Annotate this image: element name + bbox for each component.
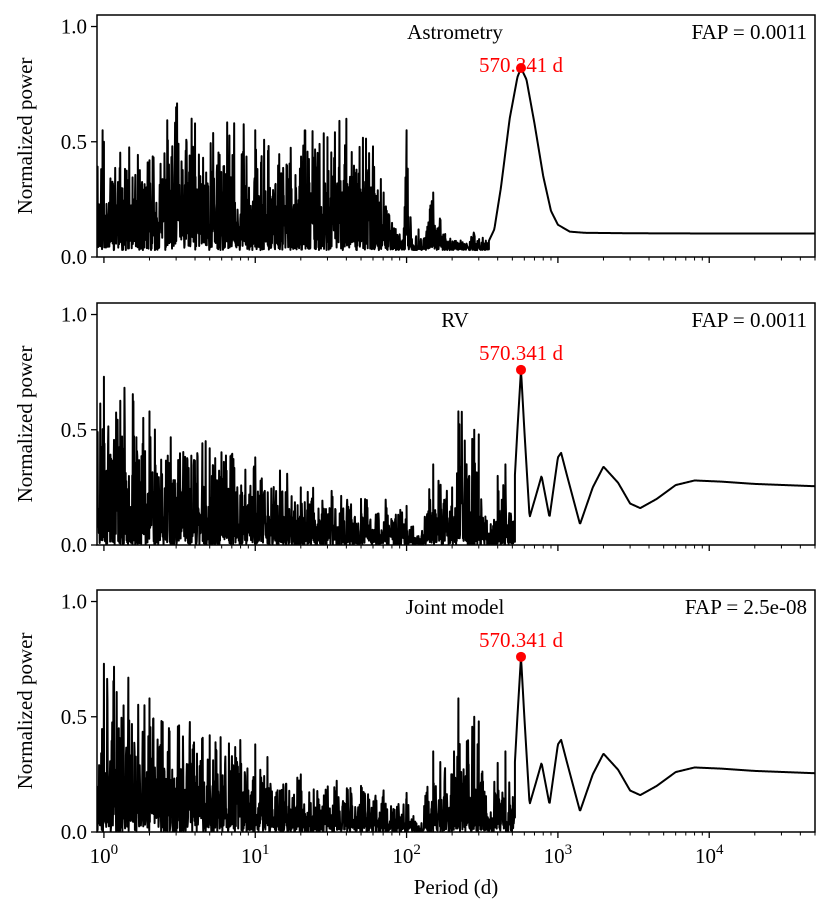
panel-3: 0.0 0.5 1.0 100 101 102 103 104 Normalized power… [13, 589, 816, 868]
panel-title: Joint model [406, 595, 505, 619]
y-axis-label: Normalized power [13, 346, 37, 503]
y-tick-label: 0.0 [61, 533, 87, 557]
peak-label: 570.341 d [479, 628, 564, 652]
x-tick-label: 102 [392, 842, 421, 868]
y-axis-label: Normalized power [13, 633, 37, 790]
fap-label: FAP = 0.0011 [692, 308, 808, 332]
panel-title: Astrometry [407, 20, 503, 44]
y-tick-label: 0.5 [61, 705, 87, 729]
y-tick-label: 0.0 [61, 820, 87, 844]
y-axis-label: Normalized power [13, 58, 37, 215]
periodogram-line [97, 67, 815, 252]
fap-label: FAP = 2.5e-08 [685, 595, 807, 619]
y-tick-label: 0.5 [61, 418, 87, 442]
plot-frame [96, 589, 816, 833]
panel-title: RV [441, 308, 469, 332]
y-tick-label: 0.5 [61, 130, 87, 154]
y-tick-label: 0.0 [61, 245, 87, 269]
y-tick-label: 1.0 [61, 15, 87, 39]
x-tick-label: 101 [241, 842, 270, 868]
x-tick-label: 103 [544, 842, 573, 868]
x-axis-label: Period (d) [414, 875, 499, 899]
peak-marker [515, 364, 526, 375]
fap-label: FAP = 0.0011 [692, 20, 808, 44]
panel-2: 0.0 0.5 1.0 Normalized power RV FAP = 0.0011 5… [13, 302, 816, 557]
peak-marker [515, 63, 526, 74]
y-tick-label: 1.0 [61, 303, 87, 327]
periodogram-line [97, 657, 815, 832]
x-tick-label: 100 [90, 842, 119, 868]
plot-frame [96, 14, 816, 258]
periodogram-line [97, 370, 815, 545]
x-tick-label: 104 [695, 842, 724, 868]
panel-1: 0.0 0.5 1.0 Normalized power Astrometry FAP =… [13, 14, 816, 269]
y-tick-label: 1.0 [61, 590, 87, 614]
peak-label: 570.341 d [479, 341, 564, 365]
plot-frame [96, 302, 816, 546]
peak-marker [515, 651, 526, 662]
peak-label: 570.341 d [479, 53, 564, 77]
